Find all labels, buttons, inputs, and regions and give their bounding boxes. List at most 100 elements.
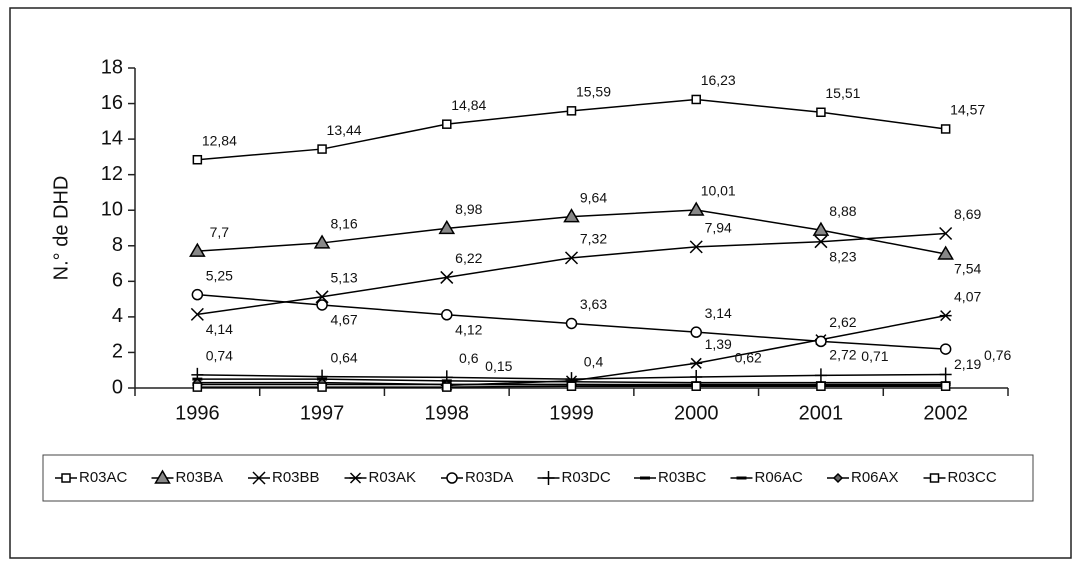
value-label: 1,39 (705, 336, 732, 352)
marker (564, 251, 579, 265)
value-label: 0,76 (984, 347, 1011, 363)
legend-label: R03CC (948, 469, 997, 486)
value-label: 10,01 (701, 183, 736, 199)
y-tick-label: 8 (112, 234, 123, 256)
y-tick-label: 18 (101, 56, 123, 78)
legend-frame (42, 454, 1034, 502)
value-label: 14,57 (950, 102, 985, 118)
y-tick-label: 14 (101, 127, 123, 149)
marker (816, 107, 826, 118)
value-label: 4,67 (330, 312, 357, 328)
legend-label: R03AK (369, 469, 417, 486)
marker (690, 357, 703, 369)
marker (690, 326, 702, 338)
marker (563, 208, 580, 223)
marker (687, 201, 705, 216)
marker (317, 144, 327, 154)
legend-label: R03BC (658, 469, 707, 486)
marker (691, 381, 701, 391)
marker (190, 307, 204, 321)
marker (929, 473, 940, 483)
marker (566, 106, 577, 116)
value-label: 7,94 (705, 220, 732, 236)
marker (689, 240, 703, 254)
value-label: 7,32 (580, 231, 607, 247)
legend-label: R06AC (755, 469, 804, 486)
marker (192, 382, 203, 392)
y-tick-label: 12 (101, 163, 123, 185)
value-label: 2,72 (829, 346, 856, 362)
marker (442, 382, 452, 392)
marker (317, 382, 327, 392)
y-tick-label: 6 (112, 270, 123, 292)
x-tick-label: 1996 (175, 402, 220, 424)
marker (313, 234, 331, 249)
marker (316, 299, 328, 311)
y-tick-label: 16 (101, 92, 123, 114)
marker (189, 242, 206, 257)
y-tick-label: 2 (112, 341, 123, 363)
value-label: 8,16 (330, 216, 357, 232)
value-label: 5,13 (330, 270, 357, 286)
marker (939, 367, 952, 382)
marker (154, 469, 171, 484)
marker (815, 335, 827, 348)
x-tick-label: 1998 (425, 402, 470, 424)
value-label: 8,98 (455, 201, 482, 217)
marker (446, 472, 458, 484)
value-label: 12,84 (202, 132, 237, 148)
x-tick-label: 2001 (799, 402, 844, 424)
value-label: 0,62 (735, 350, 762, 366)
value-label: 0,6 (459, 350, 479, 366)
marker (940, 381, 951, 391)
value-label: 13,44 (327, 122, 362, 138)
marker (192, 154, 203, 165)
value-label: 5,25 (206, 267, 233, 283)
marker (440, 270, 454, 284)
chart-frame (9, 7, 1072, 559)
marker (438, 219, 456, 235)
value-label: 4,12 (455, 321, 482, 337)
y-tick-label: 4 (112, 305, 123, 327)
value-label: 2,19 (954, 356, 981, 372)
marker (939, 343, 952, 355)
x-tick-label: 1999 (549, 402, 594, 424)
marker (61, 473, 71, 483)
legend-label: R03DA (465, 469, 513, 486)
series-line (197, 232, 946, 316)
y-tick-label: 10 (101, 199, 123, 221)
marker (566, 381, 577, 391)
value-label: 3,14 (705, 305, 732, 321)
value-label: 7,54 (954, 261, 981, 277)
marker (939, 310, 952, 322)
marker (565, 317, 578, 330)
legend-label: R03BB (272, 469, 320, 486)
marker (937, 245, 954, 260)
value-label: 6,22 (455, 250, 482, 266)
x-tick-label: 1997 (300, 402, 345, 424)
marker (816, 381, 826, 391)
y-tick-label: 0 (112, 376, 123, 398)
value-label: 9,64 (580, 189, 607, 205)
value-label: 0,4 (584, 354, 604, 370)
value-label: 3,63 (580, 296, 607, 312)
value-label: 0,15 (485, 358, 512, 374)
value-label: 14,84 (451, 97, 486, 113)
marker (191, 288, 204, 301)
marker (252, 471, 266, 485)
x-tick-label: 2002 (923, 402, 968, 424)
marker (691, 94, 701, 105)
marker (814, 235, 828, 249)
y-axis-title: N.° de DHD (50, 176, 72, 281)
value-label: 0,64 (330, 349, 357, 365)
value-label: 4,07 (954, 288, 981, 304)
x-tick-label: 2000 (674, 402, 719, 424)
value-label: 15,59 (576, 84, 611, 100)
legend-label: R03DC (562, 469, 611, 486)
marker (542, 471, 555, 485)
marker (812, 221, 830, 236)
marker (940, 124, 951, 134)
value-label: 7,7 (210, 224, 230, 240)
marker (315, 290, 329, 304)
